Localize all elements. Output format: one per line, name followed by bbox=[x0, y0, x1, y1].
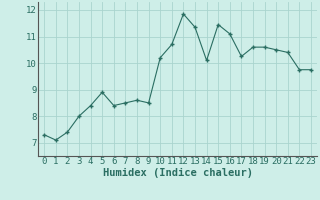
X-axis label: Humidex (Indice chaleur): Humidex (Indice chaleur) bbox=[103, 168, 252, 178]
